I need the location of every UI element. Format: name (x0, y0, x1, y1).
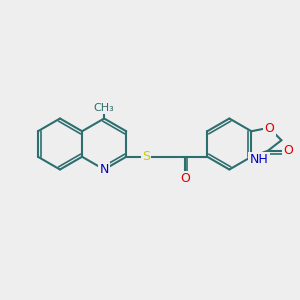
Text: O: O (180, 172, 190, 185)
Text: S: S (142, 150, 150, 163)
Text: N: N (100, 163, 109, 176)
Text: O: O (284, 144, 293, 157)
Text: CH₃: CH₃ (94, 103, 115, 113)
Text: O: O (265, 122, 275, 135)
Text: NH: NH (250, 153, 268, 166)
